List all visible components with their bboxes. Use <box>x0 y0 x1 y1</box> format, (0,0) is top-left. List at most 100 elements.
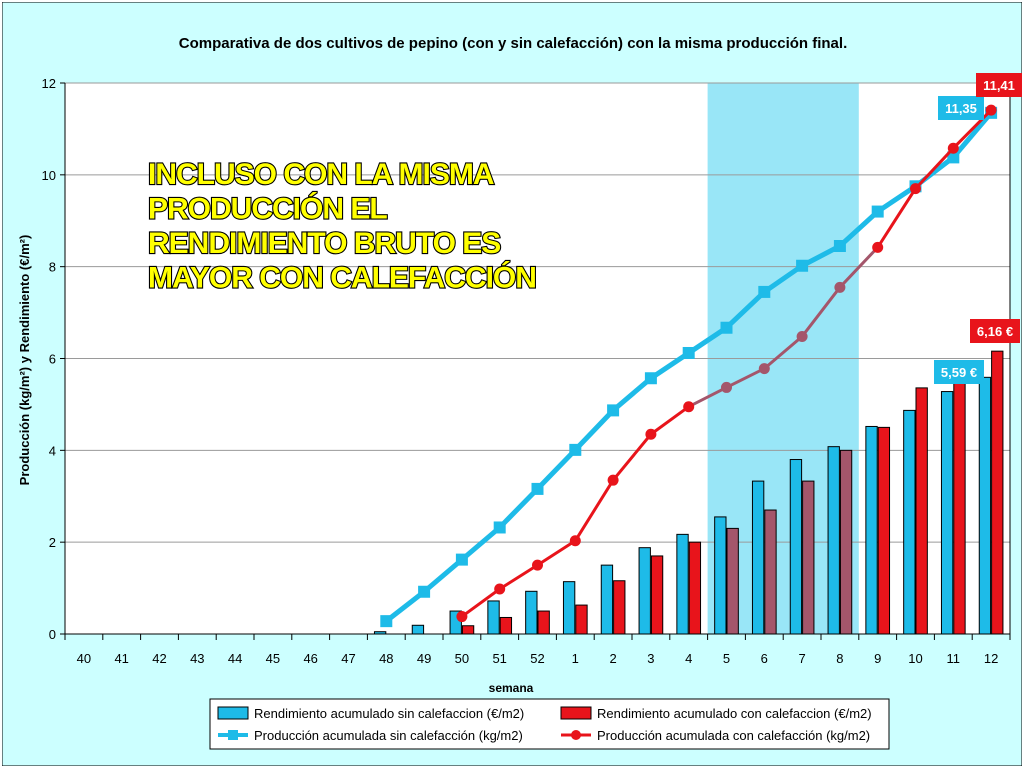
annotation-text: INCLUSO CON LA MISMA <box>148 158 494 191</box>
point-con-calefaccion <box>645 428 657 440</box>
line-segment-con-calefaccion <box>536 539 577 567</box>
point-con-calefaccion <box>796 330 808 342</box>
x-tick-label: 12 <box>984 651 998 666</box>
legend-label: Producción acumulada con calefacción (kg… <box>597 728 870 743</box>
bar-con-calefaccion <box>537 610 550 635</box>
line-segment-sin-calefaccion <box>761 263 805 295</box>
x-tick-label: 49 <box>417 651 431 666</box>
point-con-calefaccion <box>494 583 506 595</box>
point-con-calefaccion <box>947 142 959 154</box>
x-tick-label: 48 <box>379 651 393 666</box>
y-tick-label: 8 <box>49 260 56 275</box>
y-tick-label: 2 <box>49 535 56 550</box>
bar-sin-calefaccion <box>449 610 462 635</box>
bar-con-calefaccion <box>764 509 777 635</box>
point-con-calefaccion <box>683 401 695 413</box>
bar-sin-calefaccion <box>562 581 576 635</box>
y-tick-label: 6 <box>49 352 56 367</box>
y-tick-label: 0 <box>49 627 56 642</box>
line-segment-con-calefaccion <box>951 108 993 150</box>
bar-con-calefaccion <box>726 527 739 635</box>
bar-con-calefaccion <box>575 604 588 635</box>
y-tick-label: 4 <box>49 443 56 458</box>
bar-sin-calefaccion <box>789 459 803 635</box>
point-sin-calefaccion <box>607 404 620 417</box>
x-tick-label: 44 <box>228 651 242 666</box>
data-label-bar-con: 6,16 € <box>977 324 1013 339</box>
bar-sin-calefaccion <box>903 409 916 635</box>
line-segment-con-calefaccion <box>914 146 955 191</box>
line-segment-sin-calefaccion <box>799 243 843 269</box>
line-segment-con-calefaccion <box>573 478 615 543</box>
point-sin-calefaccion <box>682 346 695 359</box>
annotation-text: RENDIMIENTO BRUTO ES <box>148 227 500 260</box>
data-label-line-con: 11,41 <box>983 78 1015 93</box>
x-tick-label: 50 <box>455 651 469 666</box>
legend-swatch-marker <box>228 730 238 740</box>
point-con-calefaccion <box>532 559 543 571</box>
line-segment-con-calefaccion <box>876 187 917 249</box>
bar-sin-calefaccion <box>487 600 500 635</box>
bar-con-calefaccion <box>461 625 475 635</box>
point-con-calefaccion <box>872 241 884 253</box>
line-segment-con-calefaccion <box>460 587 502 619</box>
point-sin-calefaccion <box>720 321 733 334</box>
point-sin-calefaccion <box>758 285 771 298</box>
x-tick-label: 4 <box>685 651 692 666</box>
line-segment-con-calefaccion <box>762 334 804 371</box>
point-sin-calefaccion <box>569 443 582 456</box>
line-segment-con-calefaccion <box>725 367 766 389</box>
x-axis-title: semana <box>489 681 534 695</box>
point-sin-calefaccion <box>644 372 657 385</box>
line-segment-sin-calefaccion <box>837 209 881 249</box>
chart-title: Comparativa de dos cultivos de pepino (c… <box>179 35 847 52</box>
line-segment-sin-calefaccion <box>535 447 578 492</box>
x-tick-label: 42 <box>152 651 166 666</box>
x-tick-label: 10 <box>908 651 922 666</box>
x-tick-label: 3 <box>647 651 654 666</box>
legend-label: Rendimiento acumulado sin calefaccion (€… <box>254 706 524 721</box>
legend-swatch <box>560 706 592 720</box>
bar-sin-calefaccion <box>638 547 651 635</box>
bar-con-calefaccion <box>915 387 928 635</box>
line-segment-con-calefaccion <box>838 245 880 289</box>
bar-con-calefaccion <box>802 480 815 635</box>
line-segment-sin-calefaccion <box>572 407 616 453</box>
point-con-calefaccion <box>834 281 846 293</box>
point-con-calefaccion <box>985 104 997 116</box>
legend-label: Rendimiento acumulado con calefaccion (€… <box>597 706 872 721</box>
bar-sin-calefaccion <box>676 533 689 635</box>
point-con-calefaccion <box>758 363 770 375</box>
bar-sin-calefaccion <box>525 590 538 635</box>
line-segment-sin-calefaccion <box>724 289 767 331</box>
y-tick-label: 12 <box>42 76 56 91</box>
point-sin-calefaccion <box>455 553 468 566</box>
point-sin-calefaccion <box>380 615 393 628</box>
point-con-calefaccion <box>910 183 921 195</box>
point-con-calefaccion <box>607 474 619 486</box>
legend-label: Producción acumulada sin calefacción (kg… <box>254 728 523 743</box>
line-segment-con-calefaccion <box>649 405 691 436</box>
line-segment-con-calefaccion <box>611 432 653 482</box>
bar-con-calefaccion <box>991 350 1004 635</box>
data-label-bar-sin: 5,59 € <box>941 365 977 380</box>
bar-sin-calefaccion <box>411 624 425 635</box>
line-segment-con-calefaccion <box>687 385 728 409</box>
bar-con-calefaccion <box>499 616 513 635</box>
point-sin-calefaccion <box>871 205 884 218</box>
line-segment-sin-calefaccion <box>497 486 540 530</box>
x-tick-label: 5 <box>723 651 730 666</box>
bar-con-calefaccion <box>650 555 664 635</box>
x-tick-label: 8 <box>836 651 843 666</box>
bar-con-calefaccion <box>613 580 626 635</box>
x-tick-label: 46 <box>303 651 317 666</box>
line-segment-sin-calefaccion <box>610 375 654 413</box>
bar-con-calefaccion <box>839 449 853 635</box>
x-tick-label: 45 <box>266 651 280 666</box>
data-label-line-sin-box <box>938 96 984 120</box>
point-sin-calefaccion <box>418 585 431 598</box>
x-tick-label: 52 <box>530 651 544 666</box>
legend-box <box>209 698 890 750</box>
